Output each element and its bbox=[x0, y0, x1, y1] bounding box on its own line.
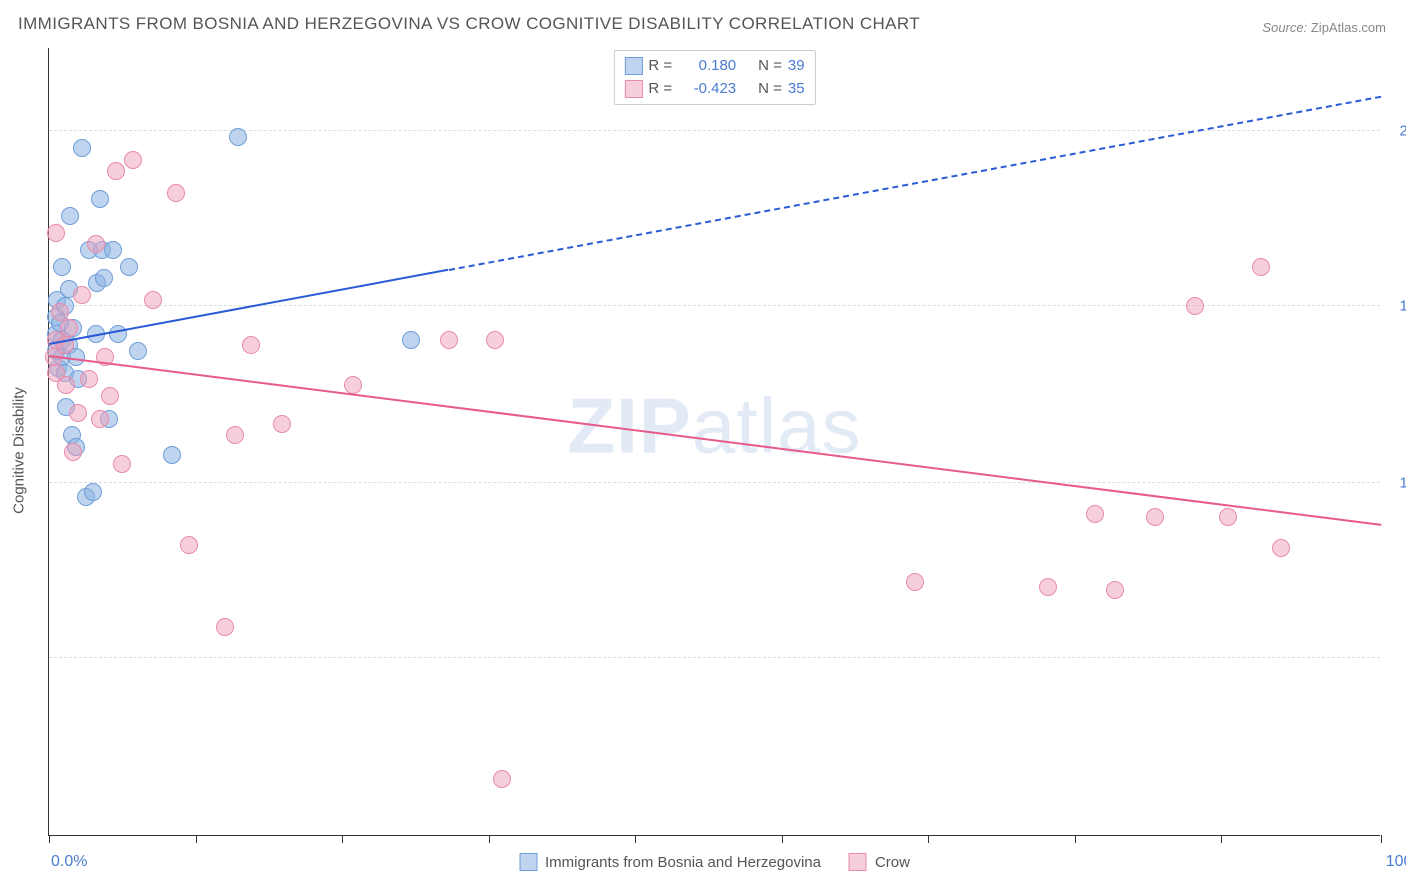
x-tick bbox=[196, 835, 197, 843]
data-point bbox=[91, 190, 109, 208]
data-point bbox=[129, 342, 147, 360]
data-point bbox=[1039, 578, 1057, 596]
data-point bbox=[163, 446, 181, 464]
n-value-2: 35 bbox=[788, 78, 805, 101]
x-axis-max-label: 100.0% bbox=[1386, 853, 1406, 871]
legend-label-1: Immigrants from Bosnia and Herzegovina bbox=[545, 854, 821, 871]
data-point bbox=[113, 455, 131, 473]
data-point bbox=[1272, 539, 1290, 557]
legend-swatch-2 bbox=[849, 853, 867, 871]
data-point bbox=[80, 370, 98, 388]
gridline bbox=[49, 130, 1380, 131]
source-label: Source: bbox=[1262, 20, 1307, 35]
data-point bbox=[216, 618, 234, 636]
n-value-1: 39 bbox=[788, 55, 805, 78]
data-point bbox=[1146, 508, 1164, 526]
legend-row-series-1: R = 0.180 N = 39 bbox=[624, 55, 804, 78]
x-tick bbox=[1075, 835, 1076, 843]
data-point bbox=[440, 331, 458, 349]
data-point bbox=[226, 426, 244, 444]
data-point bbox=[180, 536, 198, 554]
y-axis-title: Cognitive Disability bbox=[11, 387, 28, 514]
correlation-legend: R = 0.180 N = 39 R = -0.423 N = 35 bbox=[613, 50, 815, 105]
data-point bbox=[61, 207, 79, 225]
data-point bbox=[87, 235, 105, 253]
data-point bbox=[120, 258, 138, 276]
x-tick bbox=[1381, 835, 1382, 843]
data-point bbox=[344, 376, 362, 394]
data-point bbox=[906, 573, 924, 591]
data-point bbox=[402, 331, 420, 349]
x-axis-min-label: 0.0% bbox=[51, 853, 87, 871]
data-point bbox=[1086, 505, 1104, 523]
legend-row-series-2: R = -0.423 N = 35 bbox=[624, 78, 804, 101]
data-point bbox=[107, 162, 125, 180]
data-point bbox=[273, 415, 291, 433]
data-point bbox=[1252, 258, 1270, 276]
x-tick bbox=[782, 835, 783, 843]
legend-item-2: Crow bbox=[849, 853, 910, 871]
data-point bbox=[1186, 297, 1204, 315]
r-value-1: 0.180 bbox=[678, 55, 736, 78]
data-point bbox=[109, 325, 127, 343]
source-value: ZipAtlas.com bbox=[1311, 20, 1386, 35]
r-value-2: -0.423 bbox=[678, 78, 736, 101]
series-legend: Immigrants from Bosnia and Herzegovina C… bbox=[519, 853, 910, 871]
data-point bbox=[60, 319, 78, 337]
data-point bbox=[1106, 581, 1124, 599]
legend-swatch-1 bbox=[519, 853, 537, 871]
trend-line bbox=[49, 355, 1381, 526]
data-point bbox=[84, 483, 102, 501]
data-point bbox=[47, 224, 65, 242]
x-tick bbox=[1221, 835, 1222, 843]
x-tick bbox=[928, 835, 929, 843]
data-point bbox=[73, 286, 91, 304]
y-tick-label: 12.5% bbox=[1399, 475, 1406, 492]
data-point bbox=[486, 331, 504, 349]
x-tick bbox=[49, 835, 50, 843]
gridline bbox=[49, 482, 1380, 483]
y-tick-label: 18.8% bbox=[1399, 297, 1406, 314]
x-tick bbox=[635, 835, 636, 843]
chart-title: IMMIGRANTS FROM BOSNIA AND HERZEGOVINA V… bbox=[18, 14, 920, 34]
data-point bbox=[242, 336, 260, 354]
data-point bbox=[73, 139, 91, 157]
data-point bbox=[95, 269, 113, 287]
data-point bbox=[69, 404, 87, 422]
data-point bbox=[53, 258, 71, 276]
data-point bbox=[91, 410, 109, 428]
x-tick bbox=[342, 835, 343, 843]
data-point bbox=[57, 376, 75, 394]
data-point bbox=[1219, 508, 1237, 526]
data-point bbox=[167, 184, 185, 202]
data-point bbox=[104, 241, 122, 259]
data-point bbox=[144, 291, 162, 309]
data-point bbox=[101, 387, 119, 405]
data-point bbox=[51, 303, 69, 321]
legend-swatch-blue bbox=[624, 57, 642, 75]
x-tick bbox=[489, 835, 490, 843]
legend-item-1: Immigrants from Bosnia and Herzegovina bbox=[519, 853, 821, 871]
data-point bbox=[493, 770, 511, 788]
y-tick-label: 25.0% bbox=[1399, 123, 1406, 140]
legend-label-2: Crow bbox=[875, 854, 910, 871]
data-point bbox=[124, 151, 142, 169]
data-point bbox=[64, 443, 82, 461]
trend-line bbox=[448, 96, 1381, 271]
scatter-plot: ZIPatlas Cognitive Disability R = 0.180 … bbox=[48, 48, 1380, 836]
gridline bbox=[49, 657, 1380, 658]
data-point bbox=[229, 128, 247, 146]
legend-swatch-pink bbox=[624, 80, 642, 98]
source-attribution: Source: ZipAtlas.com bbox=[1262, 20, 1386, 35]
